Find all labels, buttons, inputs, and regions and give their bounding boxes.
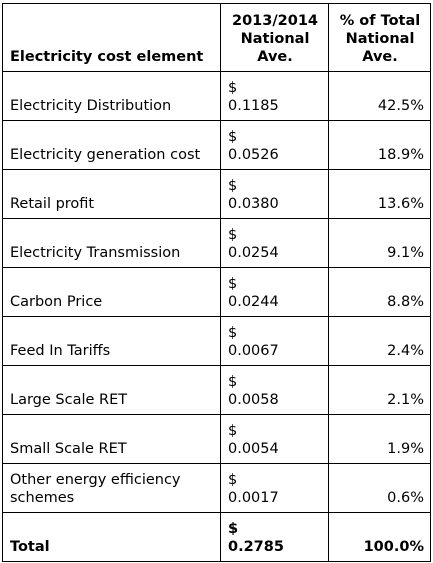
cost-element-cell: Retail profit	[2, 169, 221, 219]
cost-element-cell: Electricity Distribution	[2, 71, 221, 121]
national-ave-cell: $0.0054	[220, 414, 329, 464]
percent-cell: 2.1%	[328, 365, 431, 415]
amount-value: 0.0017	[228, 490, 279, 506]
total-row: Total $0.2785 100.0%	[2, 512, 431, 562]
currency-symbol: $	[228, 472, 238, 488]
table-row: Electricity generation cost $0.0526 18.9…	[2, 120, 431, 170]
currency-symbol: $	[228, 423, 238, 439]
cost-element-cell: Large Scale RET	[2, 365, 221, 415]
amount-value: 0.0380	[228, 196, 279, 212]
amount-value: 0.0254	[228, 245, 279, 261]
total-percent-cell: 100.0%	[328, 512, 431, 562]
table-row: Electricity Transmission $0.0254 9.1%	[2, 218, 431, 268]
currency-symbol: $	[228, 178, 238, 194]
percent-cell: 0.6%	[328, 463, 431, 513]
currency-symbol: $	[228, 129, 238, 145]
percent-cell: 9.1%	[328, 218, 431, 268]
amount-value: 0.0067	[228, 343, 279, 359]
percent-cell: 18.9%	[328, 120, 431, 170]
table-row: Small Scale RET $0.0054 1.9%	[2, 414, 431, 464]
table-row: Electricity Distribution $0.1185 42.5%	[2, 71, 431, 121]
cost-element-cell: Small Scale RET	[2, 414, 221, 464]
national-ave-cell: $0.0380	[220, 169, 329, 219]
header-row: Electricity cost element 2013/2014 Natio…	[2, 3, 431, 72]
amount-value: 0.0058	[228, 392, 279, 408]
national-ave-cell: $0.0017	[220, 463, 329, 513]
cost-element-cell: Feed In Tariffs	[2, 316, 221, 366]
national-ave-cell: $0.0254	[220, 218, 329, 268]
cost-element-cell: Other energy efficiency schemes	[2, 463, 221, 513]
total-ave-cell: $0.2785	[220, 512, 329, 562]
amount-value: 0.0054	[228, 441, 279, 457]
percent-cell: 1.9%	[328, 414, 431, 464]
currency-symbol: $	[228, 325, 238, 341]
amount-value: 0.0244	[228, 294, 279, 310]
currency-symbol: $	[228, 276, 238, 292]
currency-symbol: $	[228, 80, 238, 96]
electricity-cost-table: Electricity cost element 2013/2014 Natio…	[2, 3, 431, 562]
currency-symbol: $	[228, 374, 238, 390]
total-label: Total	[2, 512, 221, 562]
percent-cell: 8.8%	[328, 267, 431, 317]
national-ave-cell: $0.0526	[220, 120, 329, 170]
percent-cell: 2.4%	[328, 316, 431, 366]
cost-element-cell: Electricity generation cost	[2, 120, 221, 170]
national-ave-cell: $0.0244	[220, 267, 329, 317]
header-cost-element: Electricity cost element	[2, 3, 221, 72]
percent-cell: 13.6%	[328, 169, 431, 219]
amount-value: 0.1185	[228, 98, 279, 114]
currency-symbol: $	[228, 227, 238, 243]
cost-element-cell: Carbon Price	[2, 267, 221, 317]
table-row: Carbon Price $0.0244 8.8%	[2, 267, 431, 317]
table-row: Retail profit $0.0380 13.6%	[2, 169, 431, 219]
national-ave-cell: $0.0067	[220, 316, 329, 366]
header-national-ave: 2013/2014 National Ave.	[220, 3, 329, 72]
header-percent-of-total: % of Total National Ave.	[328, 3, 431, 72]
amount-value: 0.0526	[228, 147, 279, 163]
currency-symbol: $	[228, 521, 239, 537]
national-ave-cell: $0.1185	[220, 71, 329, 121]
table-row: Large Scale RET $0.0058 2.1%	[2, 365, 431, 415]
national-ave-cell: $0.0058	[220, 365, 329, 415]
table-row: Feed In Tariffs $0.0067 2.4%	[2, 316, 431, 366]
table-row: Other energy efficiency schemes $0.0017 …	[2, 463, 431, 513]
cost-element-cell: Electricity Transmission	[2, 218, 221, 268]
total-amount-value: 0.2785	[228, 539, 284, 555]
percent-cell: 42.5%	[328, 71, 431, 121]
